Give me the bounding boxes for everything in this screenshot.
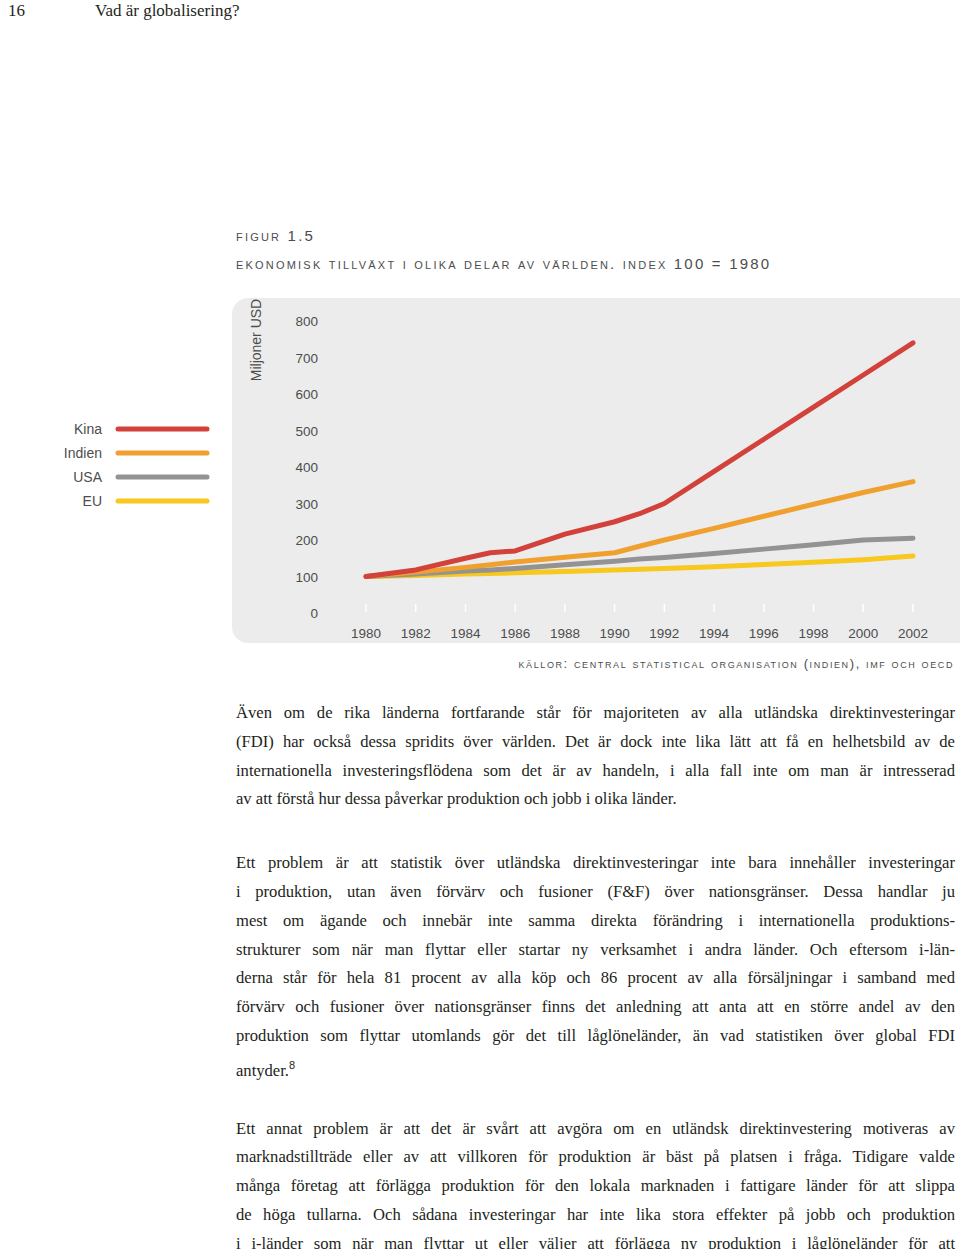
legend-swatch <box>118 475 207 480</box>
y-tick <box>322 321 326 322</box>
x-tick-label: 2002 <box>898 626 928 641</box>
plot-panel <box>232 298 960 643</box>
x-tick-label: 1996 <box>749 626 779 641</box>
legend-label: Indien <box>64 445 102 461</box>
x-tick-label: 1998 <box>799 626 829 641</box>
footnote-ref: 8 <box>289 1059 295 1071</box>
paragraph: Ett annat problem är att det är svårt at… <box>236 1115 955 1249</box>
text-line: Ett annat problem är att det är svårt at… <box>236 1115 955 1144</box>
x-tick-label: 1980 <box>351 626 381 641</box>
text-line: Ett problem är att statistik över utländ… <box>236 849 955 878</box>
legend-label: USA <box>73 469 102 485</box>
y-tick <box>322 394 326 395</box>
y-tick <box>322 430 326 431</box>
text-line: strukturer som när man flyttar eller sta… <box>236 936 955 965</box>
y-tick <box>322 540 326 541</box>
x-tick-label: 2000 <box>848 626 878 641</box>
x-tick-label: 1982 <box>401 626 431 641</box>
text-line: mest om ägande och innebär inte samma di… <box>236 907 955 936</box>
legend-label: EU <box>83 493 102 509</box>
y-tick-label: 600 <box>295 387 318 402</box>
text-line: förvärv och fusioner över nationsgränser… <box>236 993 955 1022</box>
x-tick <box>863 604 865 612</box>
x-tick-label: 1984 <box>450 626 481 641</box>
text-line: (FDI) har också dessa spridits över värl… <box>236 728 955 757</box>
y-tick-label: 400 <box>295 460 318 475</box>
body-text: Även om de rika länderna fortfarande stå… <box>236 699 955 1249</box>
x-tick <box>365 604 367 612</box>
y-tick-label: 0 <box>310 606 318 621</box>
x-tick-label: 1992 <box>649 626 679 641</box>
running-title: Vad är globalisering? <box>95 0 239 22</box>
text-line: marknadstillträde eller av att villkoren… <box>236 1143 955 1172</box>
chart: Miljoner USD 0 100 200 300 400 500 600 700 800 198… <box>0 0 960 700</box>
x-tick <box>614 604 616 612</box>
paragraph: Även om de rika länderna fortfarande stå… <box>236 699 955 814</box>
text-line: många företag att förlägga produktion fö… <box>236 1172 955 1201</box>
series-line <box>366 343 913 577</box>
x-tick <box>912 604 914 612</box>
x-tick <box>564 604 566 612</box>
legend-label: Kina <box>74 421 102 437</box>
source: källor: central statistical organisation… <box>518 656 954 671</box>
text-line: i i-länder som när man flyttar ut eller … <box>236 1230 955 1249</box>
y-tick <box>322 357 326 358</box>
text-line: antyder.8 <box>236 1051 955 1080</box>
text-line: produktion som flyttar utomlands gör det… <box>236 1022 955 1051</box>
text-line: av att förstå hur dessa påverkar produkt… <box>236 785 955 814</box>
x-tick <box>514 604 516 612</box>
figure-label: figur 1.5 <box>236 227 315 244</box>
x-tick-label: 1986 <box>500 626 530 641</box>
legend-swatch <box>118 427 207 432</box>
x-tick-label: 1988 <box>550 626 580 641</box>
paragraph: Ett problem är att statistik över utländ… <box>236 849 955 1079</box>
text-line: derna står för hela 81 procent av alla k… <box>236 964 955 993</box>
y-tick <box>322 503 326 504</box>
page-number: 16 <box>8 0 25 22</box>
y-tick-label: 700 <box>295 351 318 366</box>
chart-title: ekonomisk tillväxt i olika delar av värl… <box>236 255 771 272</box>
text-line: Även om de rika länderna fortfarande stå… <box>236 699 955 728</box>
y-axis-label: Miljoner USD <box>248 299 264 381</box>
text-line: i produktion, utan även förvärv och fusi… <box>236 878 955 907</box>
x-tick-label: 1990 <box>600 626 630 641</box>
y-tick <box>322 467 326 468</box>
text-line: de höga tullarna. Och sådana investering… <box>236 1201 955 1230</box>
page: 16 Vad är globalisering? figur 1.5 ekonomis… <box>0 0 960 1249</box>
y-tick-label: 200 <box>295 533 318 548</box>
legend-swatch <box>118 499 207 504</box>
x-tick-label: 1994 <box>699 626 730 641</box>
plot-lines <box>366 343 913 577</box>
y-tick-label: 500 <box>295 424 318 439</box>
y-tick-label: 300 <box>295 497 318 512</box>
x-tick <box>664 604 666 612</box>
y-tick <box>322 576 326 577</box>
text-line: internationella investeringsflödena som … <box>236 757 955 786</box>
x-tick <box>415 604 417 612</box>
y-tick <box>322 613 326 614</box>
x-tick <box>713 604 715 612</box>
x-tick <box>465 604 467 612</box>
y-tick-label: 100 <box>295 570 318 585</box>
legend-swatch <box>118 451 207 456</box>
x-tick <box>763 604 765 612</box>
y-tick-label: 800 <box>295 314 318 329</box>
x-tick <box>813 604 815 612</box>
